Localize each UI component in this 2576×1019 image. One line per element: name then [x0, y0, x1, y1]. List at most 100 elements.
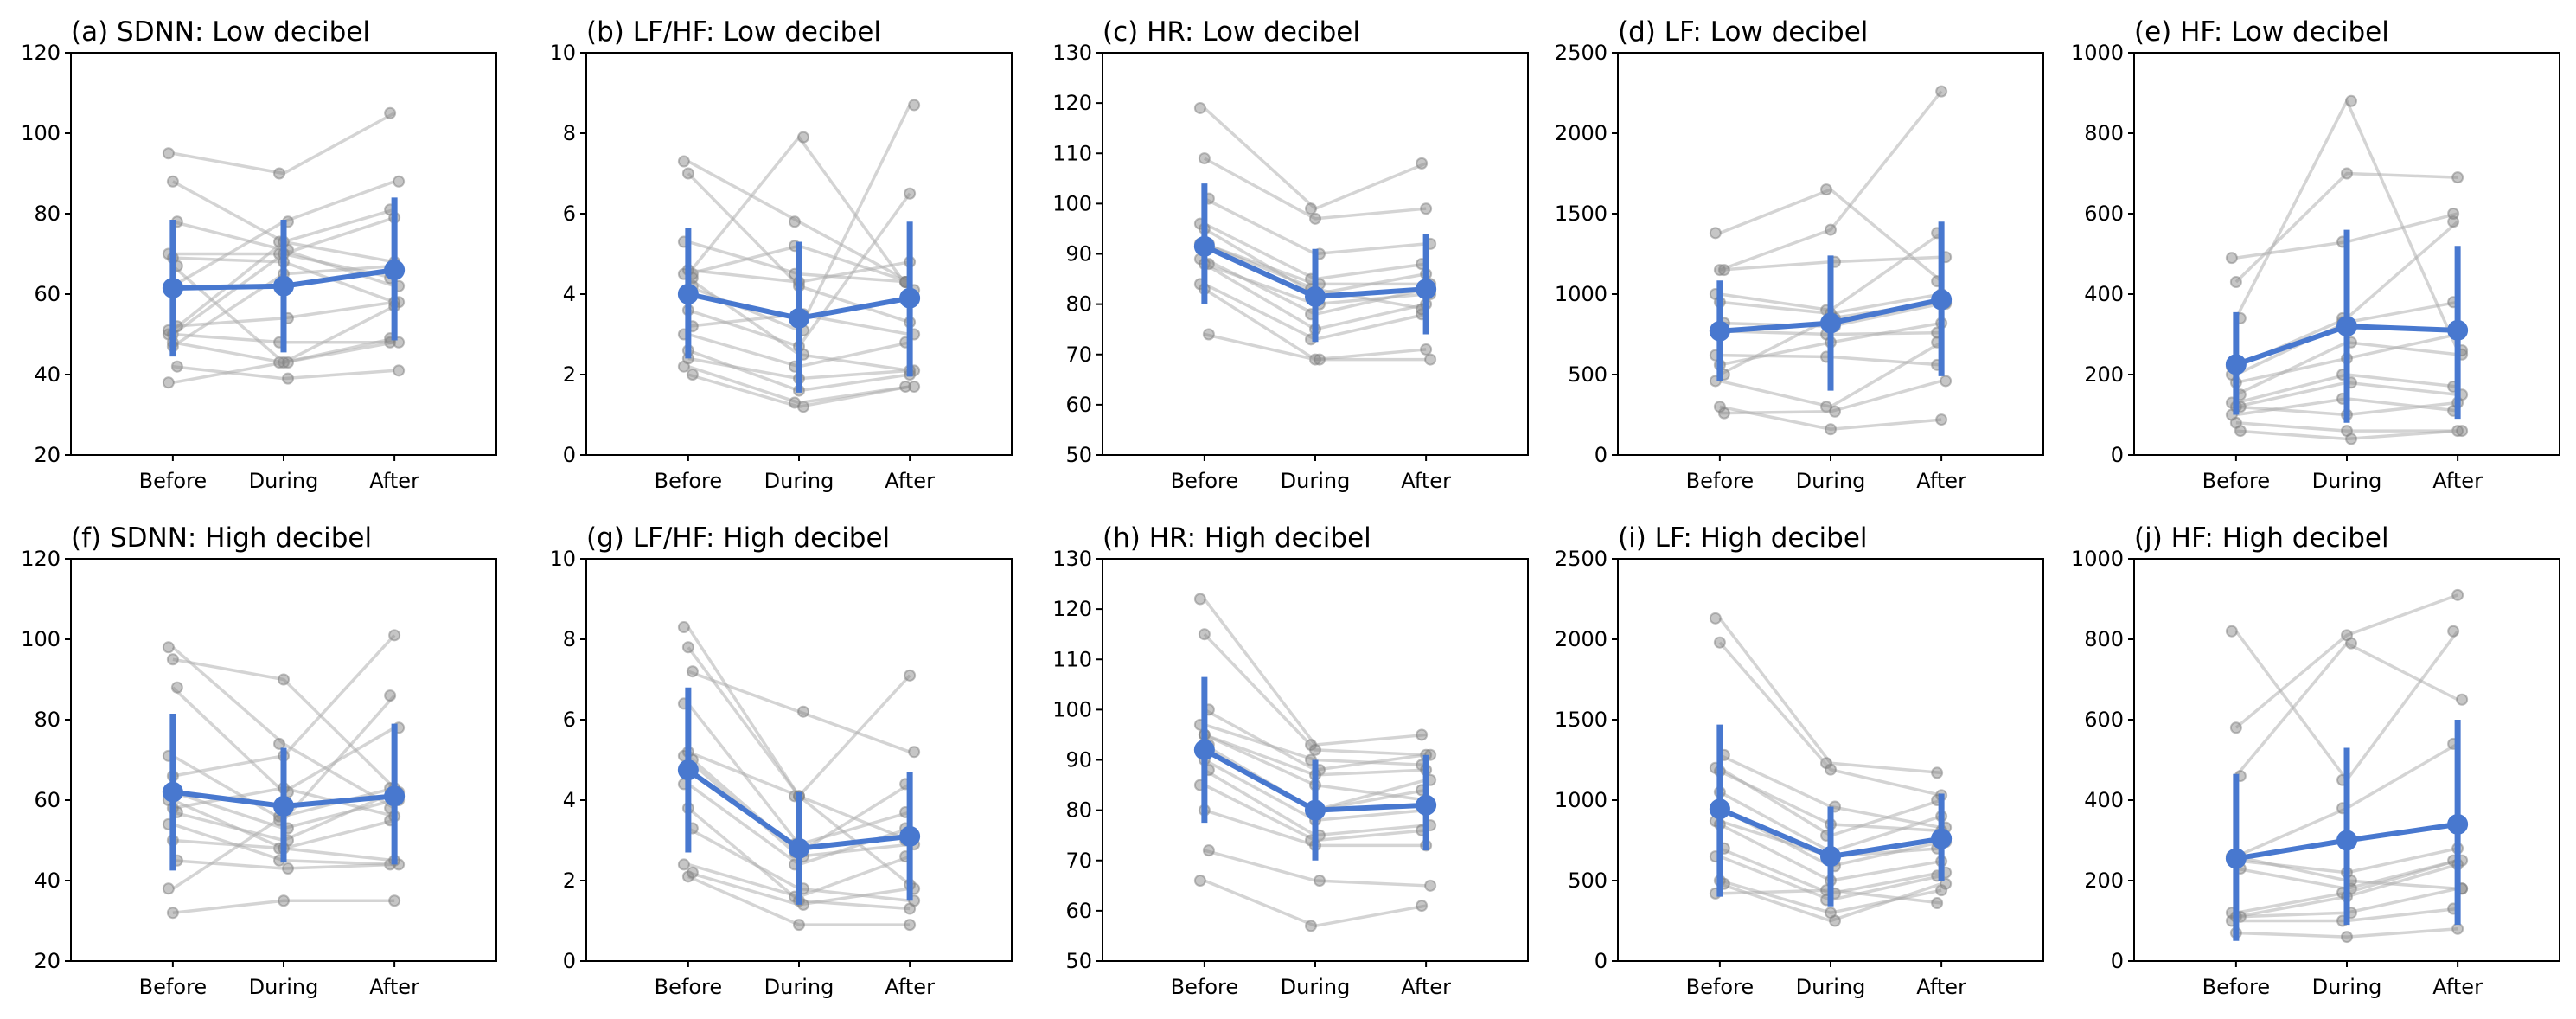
subject-point [2345, 433, 2357, 445]
subject-point [1829, 914, 1841, 927]
subplot-title: (g) LF/HF: High decibel [586, 522, 890, 554]
x-tick-label: Before [2202, 975, 2270, 999]
x-tick-label: After [1401, 975, 1451, 999]
y-tick-label: 2 [563, 868, 576, 893]
subject-point [2456, 425, 2469, 438]
mean-point [677, 284, 699, 304]
subject-point [282, 372, 294, 385]
subject-point [1314, 875, 1326, 887]
subject-point [1825, 223, 1837, 236]
subject-point [273, 737, 285, 750]
x-tick-label: Before [139, 975, 207, 999]
subplot-title: (e) HF: Low decibel [2134, 16, 2389, 48]
subject-point [384, 106, 397, 119]
subject-point [1931, 766, 1944, 779]
y-tick-label: 100 [1052, 191, 1092, 215]
subject-point [162, 641, 175, 654]
subject-point [1416, 728, 1429, 741]
subject-point [2229, 276, 2242, 289]
subject-point [2451, 588, 2464, 601]
subject-point [1713, 636, 1726, 649]
mean-point [1931, 289, 1953, 311]
y-tick-label: 0 [563, 949, 576, 973]
subject-point [166, 175, 179, 188]
y-tick-label: 6 [563, 708, 576, 732]
x-tick-label: During [1281, 975, 1351, 999]
subject-point [282, 356, 294, 369]
subject-point [2451, 922, 2464, 935]
y-tick-label: 130 [1052, 41, 1092, 65]
subject-point [677, 155, 690, 168]
y-tick-label: 1500 [1555, 708, 1608, 732]
mean-point [1820, 846, 1841, 868]
mean-point [2336, 830, 2357, 851]
subject-line [1718, 617, 1942, 775]
subject-point [797, 131, 809, 144]
x-tick-label: During [2312, 469, 2382, 493]
subject-point [388, 629, 401, 642]
subject-line [2234, 593, 2458, 729]
subplot-title: (d) LF: Low decibel [1618, 16, 1868, 48]
subject-point [170, 681, 183, 694]
y-tick-label: 200 [2084, 362, 2124, 387]
subject-point [1305, 202, 1317, 215]
x-tick-label: After [885, 975, 935, 999]
y-tick-label: 2500 [1555, 41, 1608, 65]
subplot-title: (h) HR: High decibel [1103, 522, 1371, 554]
subject-point [1424, 879, 1437, 892]
subject-point [2341, 931, 2353, 944]
mean-point [2447, 319, 2469, 341]
mean-point [1305, 799, 1326, 821]
y-tick-label: 500 [1568, 362, 1608, 387]
x-tick-label: Before [1686, 975, 1754, 999]
subject-point [1193, 875, 1206, 887]
y-tick-label: 120 [21, 547, 61, 571]
subject-point [1717, 407, 1730, 420]
y-tick-label: 60 [1065, 899, 1092, 923]
subject-point [1935, 413, 1948, 426]
x-tick-label: During [249, 975, 319, 999]
x-tick-label: During [1796, 469, 1866, 493]
y-tick-label: 50 [1065, 949, 1092, 973]
subplot-title: (f) SDNN: High decibel [71, 522, 372, 554]
subject-point [1709, 612, 1722, 625]
subject-point [681, 641, 694, 654]
subject-point [1198, 152, 1211, 165]
y-tick-label: 80 [34, 202, 61, 226]
y-tick-label: 80 [1065, 292, 1092, 317]
subject-point [1193, 101, 1206, 114]
y-tick-label: 2500 [1555, 547, 1608, 571]
subject-point [2447, 215, 2460, 228]
mean-point [677, 759, 699, 781]
x-tick-label: Before [655, 975, 722, 999]
x-tick-label: During [1796, 975, 1866, 999]
y-tick-label: 0 [1595, 949, 1608, 973]
subject-point [1940, 375, 1953, 388]
subject-point [170, 360, 183, 373]
subject-point [2456, 693, 2469, 706]
subject-point [899, 380, 912, 393]
y-tick-label: 800 [2084, 627, 2124, 651]
subject-point [162, 882, 175, 895]
x-tick-label: Before [1686, 469, 1754, 493]
subplot-d: (d) LF: Low decibel 0 500 1000 1500 2000 2500 B… [1555, 16, 2044, 493]
subject-line [2235, 421, 2458, 433]
subplot-g: (g) LF/HF: High decibel 0 2 4 6 8 10 Before Duri… [549, 522, 1013, 999]
y-tick-label: 1000 [2071, 41, 2124, 65]
y-tick-label: 40 [34, 868, 61, 893]
y-tick-label: 60 [34, 282, 61, 306]
subject-point [1202, 328, 1215, 341]
subject-line [1203, 106, 1427, 211]
y-tick-label: 600 [2084, 202, 2124, 226]
subject-point [1709, 227, 1722, 240]
mean-point [2225, 354, 2247, 375]
subject-point [2451, 171, 2464, 184]
subject-line [1203, 598, 1427, 747]
subject-line [1719, 405, 1942, 432]
axes-frame [1617, 52, 2044, 456]
y-tick-label: 100 [1052, 697, 1092, 721]
subject-line [1204, 879, 1427, 928]
y-tick-label: 2 [563, 362, 576, 387]
subplot-title: (a) SDNN: Low decibel [71, 16, 370, 48]
mean-point [1416, 279, 1437, 300]
